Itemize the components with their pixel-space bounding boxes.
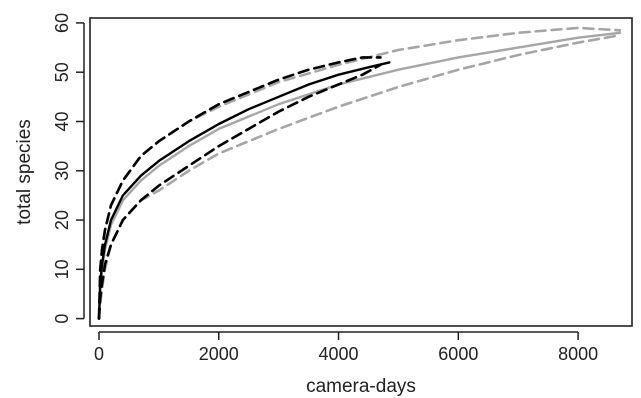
y-tick-label: 40 (52, 111, 72, 131)
x-tick-label: 8000 (558, 344, 598, 364)
y-axis-title: total species (14, 119, 35, 225)
series-layer (97, 26, 622, 320)
x-tick-label: 6000 (438, 344, 478, 364)
x-tick-label: 2000 (199, 344, 239, 364)
y-tick-label: 30 (52, 161, 72, 181)
series-line-1-gray-solid (97, 31, 622, 320)
series-line-3-gray-dashed (97, 33, 622, 320)
series-line-2-gray-dashed (97, 26, 622, 320)
plot-frame (89, 17, 633, 327)
y-tick-label: 10 (52, 259, 72, 279)
x-tick-label: 4000 (319, 344, 359, 364)
x-axis: 0 2000 4000 6000 8000 (94, 331, 598, 364)
series-line-4-black-solid (97, 61, 391, 320)
x-axis-title: camera-days (306, 376, 416, 397)
y-tick-label: 60 (52, 13, 72, 33)
y-tick-label: 0 (52, 314, 72, 324)
y-tick-label: 20 (52, 210, 72, 230)
series-line-6-black-dashed (97, 63, 382, 320)
y-tick-label: 50 (52, 62, 72, 82)
x-tick-label: 0 (94, 344, 104, 364)
y-axis: 0 10 20 30 40 50 60 (52, 13, 85, 324)
series-line-5-black-dashed (97, 56, 382, 320)
